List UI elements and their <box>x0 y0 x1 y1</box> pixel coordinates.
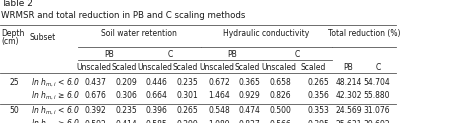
Text: 0.585: 0.585 <box>146 120 167 123</box>
Text: 0.306: 0.306 <box>116 91 137 100</box>
Text: ln $h_{m,i}$ ≥ 6.0: ln $h_{m,i}$ ≥ 6.0 <box>31 90 80 102</box>
Text: 0.500: 0.500 <box>270 106 292 115</box>
Text: Unscaled: Unscaled <box>199 62 234 72</box>
Text: 0.353: 0.353 <box>308 106 329 115</box>
Text: 0.396: 0.396 <box>146 106 167 115</box>
Text: 42.302: 42.302 <box>335 91 362 100</box>
Text: 0.414: 0.414 <box>116 120 137 123</box>
Text: 24.569: 24.569 <box>335 106 362 115</box>
Text: 55.880: 55.880 <box>364 91 390 100</box>
Text: 50: 50 <box>10 106 19 115</box>
Text: 0.395: 0.395 <box>308 120 329 123</box>
Text: Soil water retention: Soil water retention <box>101 29 177 38</box>
Text: 0.356: 0.356 <box>308 91 329 100</box>
Text: Table 2: Table 2 <box>1 0 33 8</box>
Text: PB: PB <box>227 50 237 59</box>
Text: Unscaled: Unscaled <box>261 62 296 72</box>
Text: 0.548: 0.548 <box>208 106 230 115</box>
Text: Depth: Depth <box>1 29 24 38</box>
Text: 54.704: 54.704 <box>364 78 390 87</box>
Text: 0.235: 0.235 <box>176 78 198 87</box>
Text: 0.474: 0.474 <box>239 106 261 115</box>
Text: 48.214: 48.214 <box>335 78 362 87</box>
Text: 25: 25 <box>10 78 19 87</box>
Text: Unscaled: Unscaled <box>76 62 111 72</box>
Text: 0.365: 0.365 <box>239 78 261 87</box>
Text: 0.301: 0.301 <box>176 91 198 100</box>
Text: Hydraulic conductivity: Hydraulic conductivity <box>223 29 309 38</box>
Text: C: C <box>295 50 300 59</box>
Text: Scaled: Scaled <box>300 62 326 72</box>
Text: 0.826: 0.826 <box>270 91 292 100</box>
Text: C: C <box>375 62 381 72</box>
Text: Scaled: Scaled <box>112 62 137 72</box>
Text: Total reduction (%): Total reduction (%) <box>328 29 400 38</box>
Text: 0.672: 0.672 <box>208 78 230 87</box>
Text: Subset: Subset <box>29 33 55 42</box>
Text: 0.265: 0.265 <box>176 106 198 115</box>
Text: 0.437: 0.437 <box>85 78 107 87</box>
Text: 0.664: 0.664 <box>146 91 167 100</box>
Text: 0.592: 0.592 <box>85 120 107 123</box>
Text: 0.446: 0.446 <box>146 78 167 87</box>
Text: 1.464: 1.464 <box>208 91 230 100</box>
Text: 0.658: 0.658 <box>270 78 292 87</box>
Text: PB: PB <box>343 62 353 72</box>
Text: ln $h_{m,i}$ < 6.0: ln $h_{m,i}$ < 6.0 <box>31 105 80 117</box>
Text: WRMSR and total reduction in PB and C scaling methods: WRMSR and total reduction in PB and C sc… <box>1 11 246 20</box>
Text: 0.676: 0.676 <box>85 91 107 100</box>
Text: 39.692: 39.692 <box>364 120 390 123</box>
Text: Scaled: Scaled <box>173 62 198 72</box>
Text: 25.631: 25.631 <box>335 120 362 123</box>
Text: Scaled: Scaled <box>235 62 260 72</box>
Text: 0.209: 0.209 <box>116 78 137 87</box>
Text: PB: PB <box>104 50 114 59</box>
Text: C: C <box>167 50 173 59</box>
Text: ln $h_{m,i}$ < 6.0: ln $h_{m,i}$ < 6.0 <box>31 76 80 89</box>
Text: 0.299: 0.299 <box>176 120 198 123</box>
Text: 1.089: 1.089 <box>208 120 230 123</box>
Text: 0.392: 0.392 <box>85 106 107 115</box>
Text: 0.929: 0.929 <box>239 91 261 100</box>
Text: 0.566: 0.566 <box>270 120 292 123</box>
Text: (cm): (cm) <box>1 37 18 46</box>
Text: 0.837: 0.837 <box>239 120 261 123</box>
Text: 0.265: 0.265 <box>308 78 329 87</box>
Text: 0.235: 0.235 <box>116 106 137 115</box>
Text: Unscaled: Unscaled <box>137 62 172 72</box>
Text: ln $h_{m,i}$ ≥ 6.0: ln $h_{m,i}$ ≥ 6.0 <box>31 118 80 123</box>
Text: 31.076: 31.076 <box>364 106 390 115</box>
